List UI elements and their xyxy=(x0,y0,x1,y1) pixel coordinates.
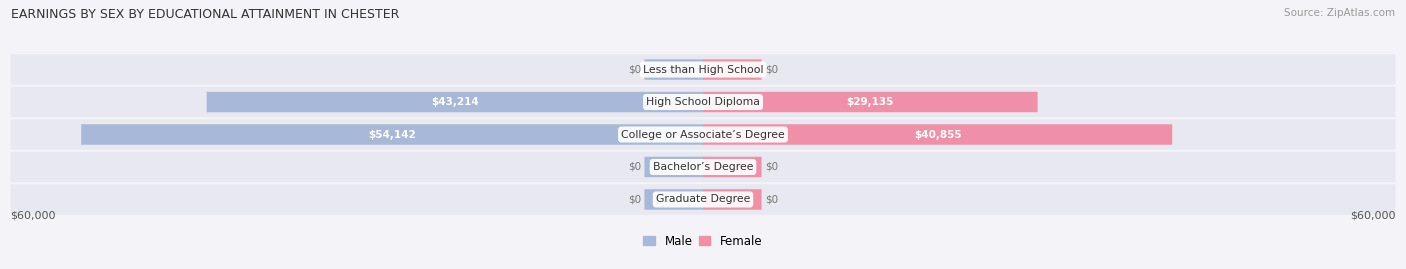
FancyBboxPatch shape xyxy=(703,157,762,177)
FancyBboxPatch shape xyxy=(703,59,762,80)
Text: EARNINGS BY SEX BY EDUCATIONAL ATTAINMENT IN CHESTER: EARNINGS BY SEX BY EDUCATIONAL ATTAINMEN… xyxy=(11,8,399,21)
FancyBboxPatch shape xyxy=(10,87,1396,117)
FancyBboxPatch shape xyxy=(10,152,1396,182)
FancyBboxPatch shape xyxy=(644,59,703,80)
Text: $29,135: $29,135 xyxy=(846,97,894,107)
FancyBboxPatch shape xyxy=(644,157,703,177)
Text: $60,000: $60,000 xyxy=(1350,211,1396,221)
Text: $0: $0 xyxy=(765,194,778,204)
Text: Source: ZipAtlas.com: Source: ZipAtlas.com xyxy=(1284,8,1395,18)
Text: $0: $0 xyxy=(628,162,641,172)
FancyBboxPatch shape xyxy=(703,124,1173,145)
FancyBboxPatch shape xyxy=(10,119,1396,150)
Text: $60,000: $60,000 xyxy=(10,211,56,221)
Text: $0: $0 xyxy=(765,65,778,75)
Text: $40,855: $40,855 xyxy=(914,129,962,140)
Text: $43,214: $43,214 xyxy=(432,97,478,107)
FancyBboxPatch shape xyxy=(703,189,762,210)
FancyBboxPatch shape xyxy=(644,189,703,210)
Text: High School Diploma: High School Diploma xyxy=(647,97,759,107)
Text: $0: $0 xyxy=(628,194,641,204)
Text: College or Associate’s Degree: College or Associate’s Degree xyxy=(621,129,785,140)
FancyBboxPatch shape xyxy=(82,124,703,145)
Text: $0: $0 xyxy=(628,65,641,75)
FancyBboxPatch shape xyxy=(10,184,1396,215)
FancyBboxPatch shape xyxy=(10,54,1396,85)
Text: Less than High School: Less than High School xyxy=(643,65,763,75)
Text: $54,142: $54,142 xyxy=(368,129,416,140)
Legend: Male, Female: Male, Female xyxy=(638,230,768,253)
Text: $0: $0 xyxy=(765,162,778,172)
FancyBboxPatch shape xyxy=(703,92,1038,112)
FancyBboxPatch shape xyxy=(207,92,703,112)
Text: Bachelor’s Degree: Bachelor’s Degree xyxy=(652,162,754,172)
Text: Graduate Degree: Graduate Degree xyxy=(655,194,751,204)
